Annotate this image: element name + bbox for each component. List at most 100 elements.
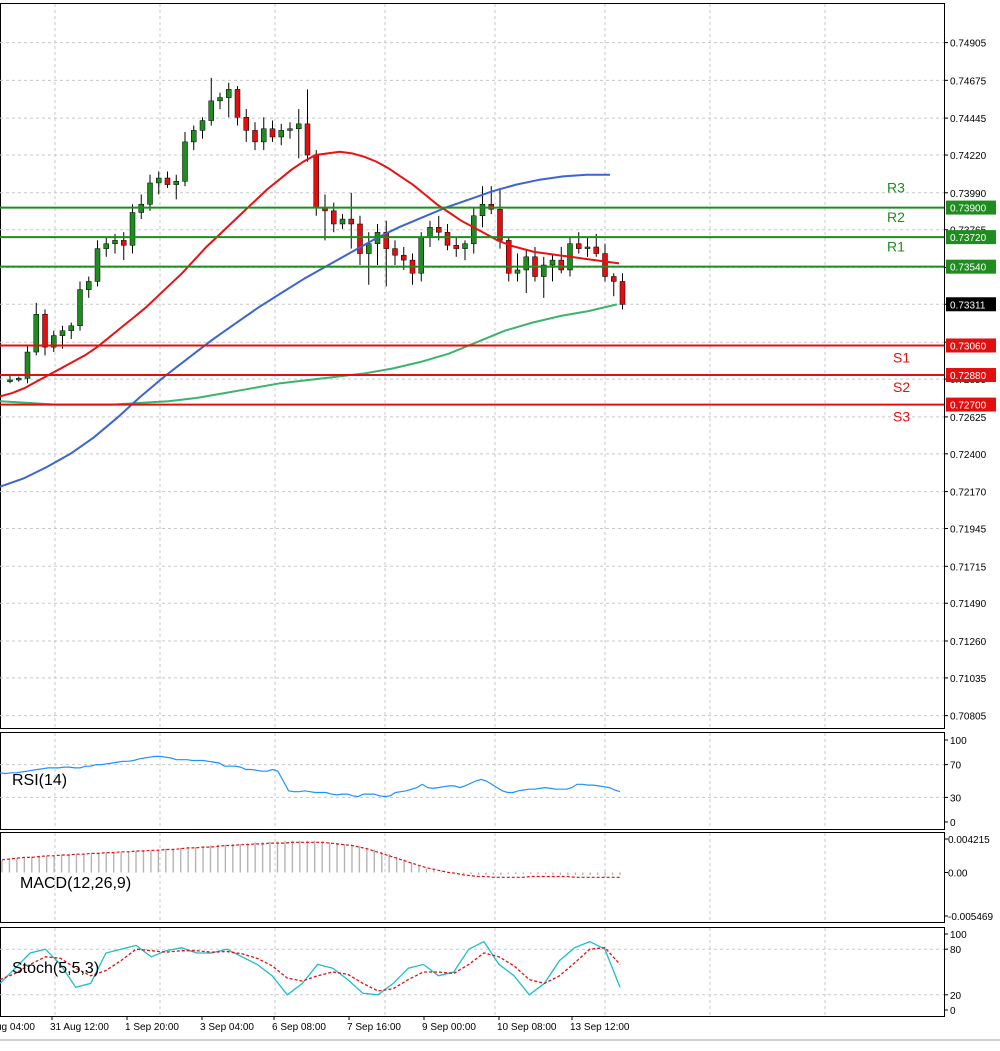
level-name-s2: S2	[893, 379, 910, 395]
candle-body-52	[462, 243, 468, 249]
ytick-label-15: 0.71490	[950, 599, 987, 610]
candle-body-37	[331, 210, 337, 225]
level-name-r2: R2	[887, 209, 905, 225]
candle-body-8	[77, 289, 83, 327]
candle-body-1	[16, 378, 22, 381]
candle-body-12	[112, 240, 118, 244]
macd-signal-line	[1, 841, 620, 878]
ma-mid-line	[0, 173, 610, 488]
rsi-title: RSI(14)	[12, 772, 67, 789]
level-value-r1: 0.73540	[950, 263, 987, 274]
candle-body-53	[471, 215, 477, 244]
candle-body-18	[164, 177, 171, 185]
candle-body-14	[129, 212, 136, 246]
ytick-label-1: 0.74675	[950, 76, 987, 87]
panel-frame-macd	[0, 832, 945, 923]
level-value-s2: 0.72880	[950, 371, 987, 382]
panel-frame-rsi	[0, 732, 945, 830]
ytick-label-14: 0.71715	[950, 562, 987, 573]
candle-body-65	[576, 243, 582, 249]
stoch-tick-label-0: 100	[950, 930, 967, 941]
candle-body-24	[217, 97, 223, 102]
level-tag-r3	[946, 200, 996, 215]
candle-body-44	[392, 248, 398, 256]
candle-body-67	[593, 246, 599, 254]
candle-body-39	[348, 218, 354, 225]
candle-body-4	[42, 314, 48, 348]
candle-body-13	[121, 240, 127, 246]
rsi-tick-label-0: 100	[950, 736, 967, 747]
macd-title: MACD(12,26,9)	[20, 875, 131, 892]
ytick-label-2: 0.74445	[950, 114, 987, 125]
xtick-label-8: 13 Sep 12:00	[570, 1022, 630, 1033]
candle-body-48	[427, 227, 433, 238]
ytick-label-17: 0.71035	[950, 674, 987, 685]
candle-body-51	[453, 245, 459, 249]
level-name-s1: S1	[893, 349, 910, 365]
candle-body-23	[208, 100, 214, 121]
level-tag-s2	[946, 368, 996, 383]
level-value-s1: 0.73060	[950, 341, 987, 352]
ytick-label-16: 0.71260	[950, 637, 987, 648]
candle-body-62	[549, 259, 556, 266]
rsi-tick-label-3: 0	[950, 818, 956, 829]
candle-body-32	[287, 128, 293, 131]
ytick-label-11: 0.72400	[950, 450, 987, 461]
candle-body-50	[444, 231, 451, 246]
candle-body-7	[68, 325, 74, 331]
stoch-tick-label-1: 80	[950, 945, 962, 956]
candle-body-21	[191, 130, 197, 143]
ytick-label-4: 0.73990	[950, 189, 987, 200]
macd-tick-label-1: 0.00	[948, 869, 968, 880]
level-tag-r2	[946, 230, 996, 245]
rsi-tick-label-1: 70	[950, 761, 962, 772]
candle-body-63	[558, 259, 564, 271]
candle-body-25	[226, 89, 232, 98]
level-value-s3: 0.72700	[950, 401, 987, 412]
candle-body-27	[243, 117, 249, 131]
xtick-label-4: 6 Sep 08:00	[272, 1022, 326, 1033]
candle-body-66	[584, 246, 591, 249]
candle-body-54	[479, 204, 486, 217]
candle-body-59	[523, 256, 529, 271]
ytick-label-3: 0.74220	[950, 151, 987, 162]
xtick-label-1: 31 Aug 12:00	[50, 1022, 109, 1033]
level-name-r3: R3	[887, 180, 905, 196]
level-tag-s1	[946, 338, 996, 353]
candle-body-26	[234, 89, 241, 118]
candle-body-10	[94, 248, 101, 282]
level-value-r3: 0.73900	[950, 204, 987, 215]
level-name-r1: R1	[887, 239, 905, 255]
candle-body-41	[366, 243, 372, 254]
ma-fast-line	[0, 150, 620, 398]
candle-body-34	[304, 123, 311, 156]
candle-body-58	[514, 269, 521, 274]
xtick-label-5: 7 Sep 16:00	[347, 1022, 401, 1033]
candle-body-57	[506, 240, 512, 274]
candle-body-61	[541, 264, 547, 277]
xtick-label-0: ug 04:00	[0, 1022, 35, 1033]
last-price-tag	[946, 297, 996, 312]
candle-body-16	[147, 182, 153, 205]
candle-body-22	[199, 120, 206, 131]
candle-body-56	[497, 208, 503, 241]
candle-body-6	[59, 330, 66, 336]
stoch-line-0	[0, 940, 621, 996]
candle-body-45	[401, 254, 407, 261]
level-tag-r1	[946, 259, 996, 274]
rsi-tick-label-2: 30	[950, 793, 962, 804]
candle-body-17	[156, 177, 162, 184]
macd-tick-label-0: 0.004215	[948, 835, 990, 846]
candle-body-31	[278, 130, 284, 138]
candle-body-29	[261, 128, 267, 143]
candle-body-3	[33, 314, 39, 353]
level-tag-s3	[946, 397, 996, 412]
panel-frame-main	[0, 3, 945, 729]
candle-body-68	[602, 253, 608, 277]
candle-body-47	[418, 236, 424, 274]
level-value-r2: 0.73720	[950, 233, 987, 244]
level-name-s3: S3	[893, 409, 910, 425]
candle-body-69	[611, 276, 617, 282]
